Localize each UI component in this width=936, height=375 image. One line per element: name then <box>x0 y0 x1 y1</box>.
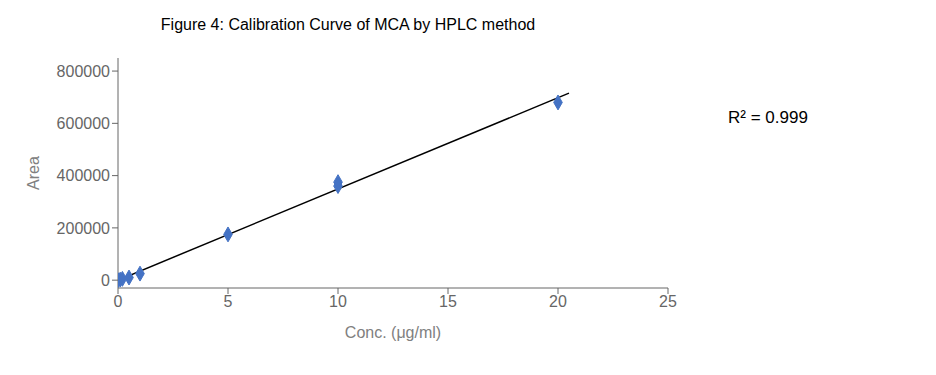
svg-text:0: 0 <box>114 293 123 310</box>
svg-text:Area: Area <box>25 156 42 190</box>
svg-text:800000: 800000 <box>57 63 110 80</box>
svg-text:25: 25 <box>659 293 677 310</box>
svg-text:400000: 400000 <box>57 167 110 184</box>
svg-text:5: 5 <box>224 293 233 310</box>
svg-text:600000: 600000 <box>57 115 110 132</box>
svg-text:0: 0 <box>101 272 110 289</box>
svg-text:20: 20 <box>549 293 567 310</box>
svg-text:Conc. (μg/ml): Conc. (μg/ml) <box>345 324 441 341</box>
html-text:R² = 0.999: R² = 0.999 <box>728 108 808 127</box>
html-text:Figure 4: Calibration Curve of: Figure 4: Calibration Curve of MCA by HP… <box>160 16 536 33</box>
svg-text:200000: 200000 <box>57 220 110 237</box>
svg-text:10: 10 <box>329 293 347 310</box>
svg-text:15: 15 <box>439 293 457 310</box>
